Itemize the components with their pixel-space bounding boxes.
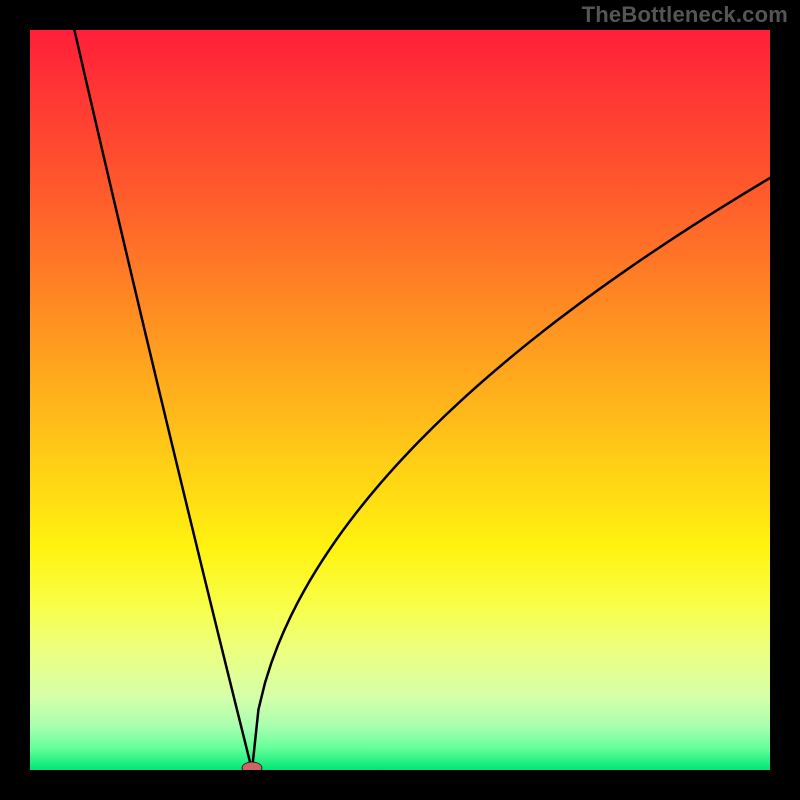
watermark-text: TheBottleneck.com — [582, 2, 788, 28]
bottleneck-chart — [0, 0, 800, 800]
chart-container: TheBottleneck.com — [0, 0, 800, 800]
frame-border — [770, 0, 800, 800]
plot-background — [30, 30, 770, 770]
frame-border — [0, 770, 800, 800]
frame-border — [0, 0, 30, 800]
